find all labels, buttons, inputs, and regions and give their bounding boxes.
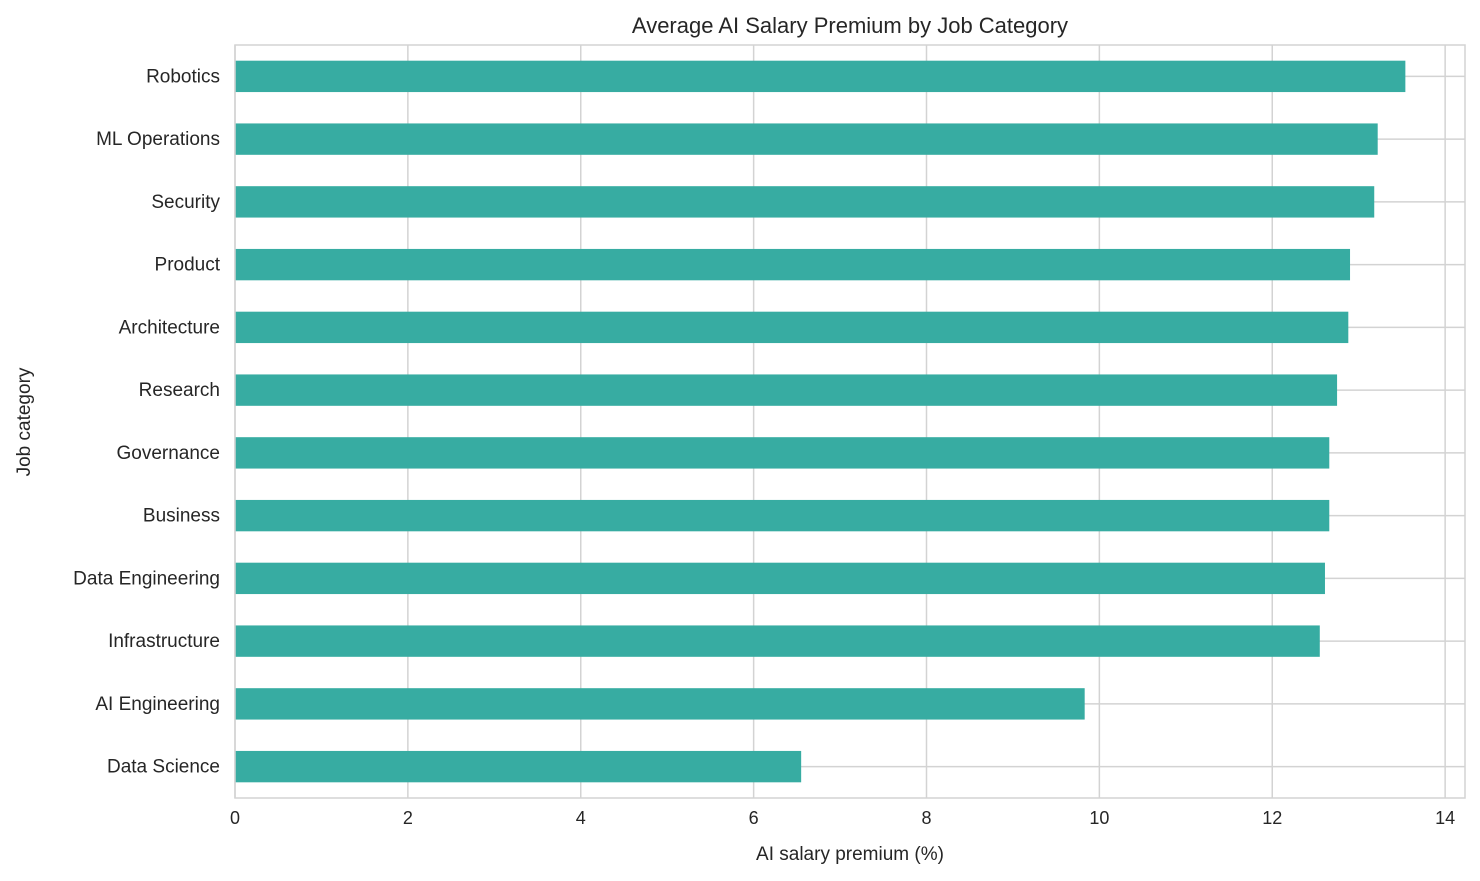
x-tick-label: 8 (921, 808, 931, 828)
chart-title: Average AI Salary Premium by Job Categor… (632, 13, 1068, 38)
y-tick-label: Robotics (146, 66, 220, 87)
x-tick-label: 12 (1262, 808, 1282, 828)
bar-research (235, 374, 1338, 406)
bar-ml-operations (235, 123, 1378, 155)
y-tick-label: Security (151, 192, 220, 213)
bars (235, 60, 1406, 783)
bar-infrastructure (235, 625, 1320, 657)
y-tick-label: AI Engineering (95, 694, 220, 715)
x-tick-label: 4 (576, 808, 586, 828)
bar-security (235, 186, 1375, 218)
x-tick-label: 6 (749, 808, 759, 828)
y-tick-label: ML Operations (96, 129, 220, 150)
y-tick-label: Governance (116, 443, 220, 464)
x-tick-label: 2 (403, 808, 413, 828)
x-tick-label: 0 (230, 808, 240, 828)
x-tick-label: 14 (1435, 808, 1455, 828)
x-axis-label: AI salary premium (%) (756, 844, 944, 865)
gridlines (234, 45, 1465, 798)
y-tick-label: Research (139, 380, 220, 401)
bar-robotics (235, 60, 1406, 93)
y-tick-label: Product (155, 255, 221, 276)
y-tick-label: Infrastructure (108, 631, 220, 652)
y-tick-label: Data Engineering (73, 568, 220, 589)
bar-data-engineering (235, 562, 1325, 595)
tick-labels: 0 2 4 6 8 10 12 14 Robotics ML Operations Security… (73, 66, 1455, 828)
bar-business (235, 499, 1330, 532)
y-tick-label: Architecture (119, 317, 220, 338)
y-tick-label: Business (143, 506, 220, 527)
bar-governance (235, 437, 1330, 469)
plot-frame (234, 44, 1466, 799)
y-axis-label: Job category (14, 367, 35, 476)
bar-product (235, 248, 1351, 281)
y-tick-label: Data Science (107, 757, 220, 778)
x-tick-label: 10 (1089, 808, 1109, 828)
bar-architecture (235, 311, 1349, 344)
bar-data-science (235, 750, 802, 783)
bar-ai-engineering (235, 688, 1085, 720)
